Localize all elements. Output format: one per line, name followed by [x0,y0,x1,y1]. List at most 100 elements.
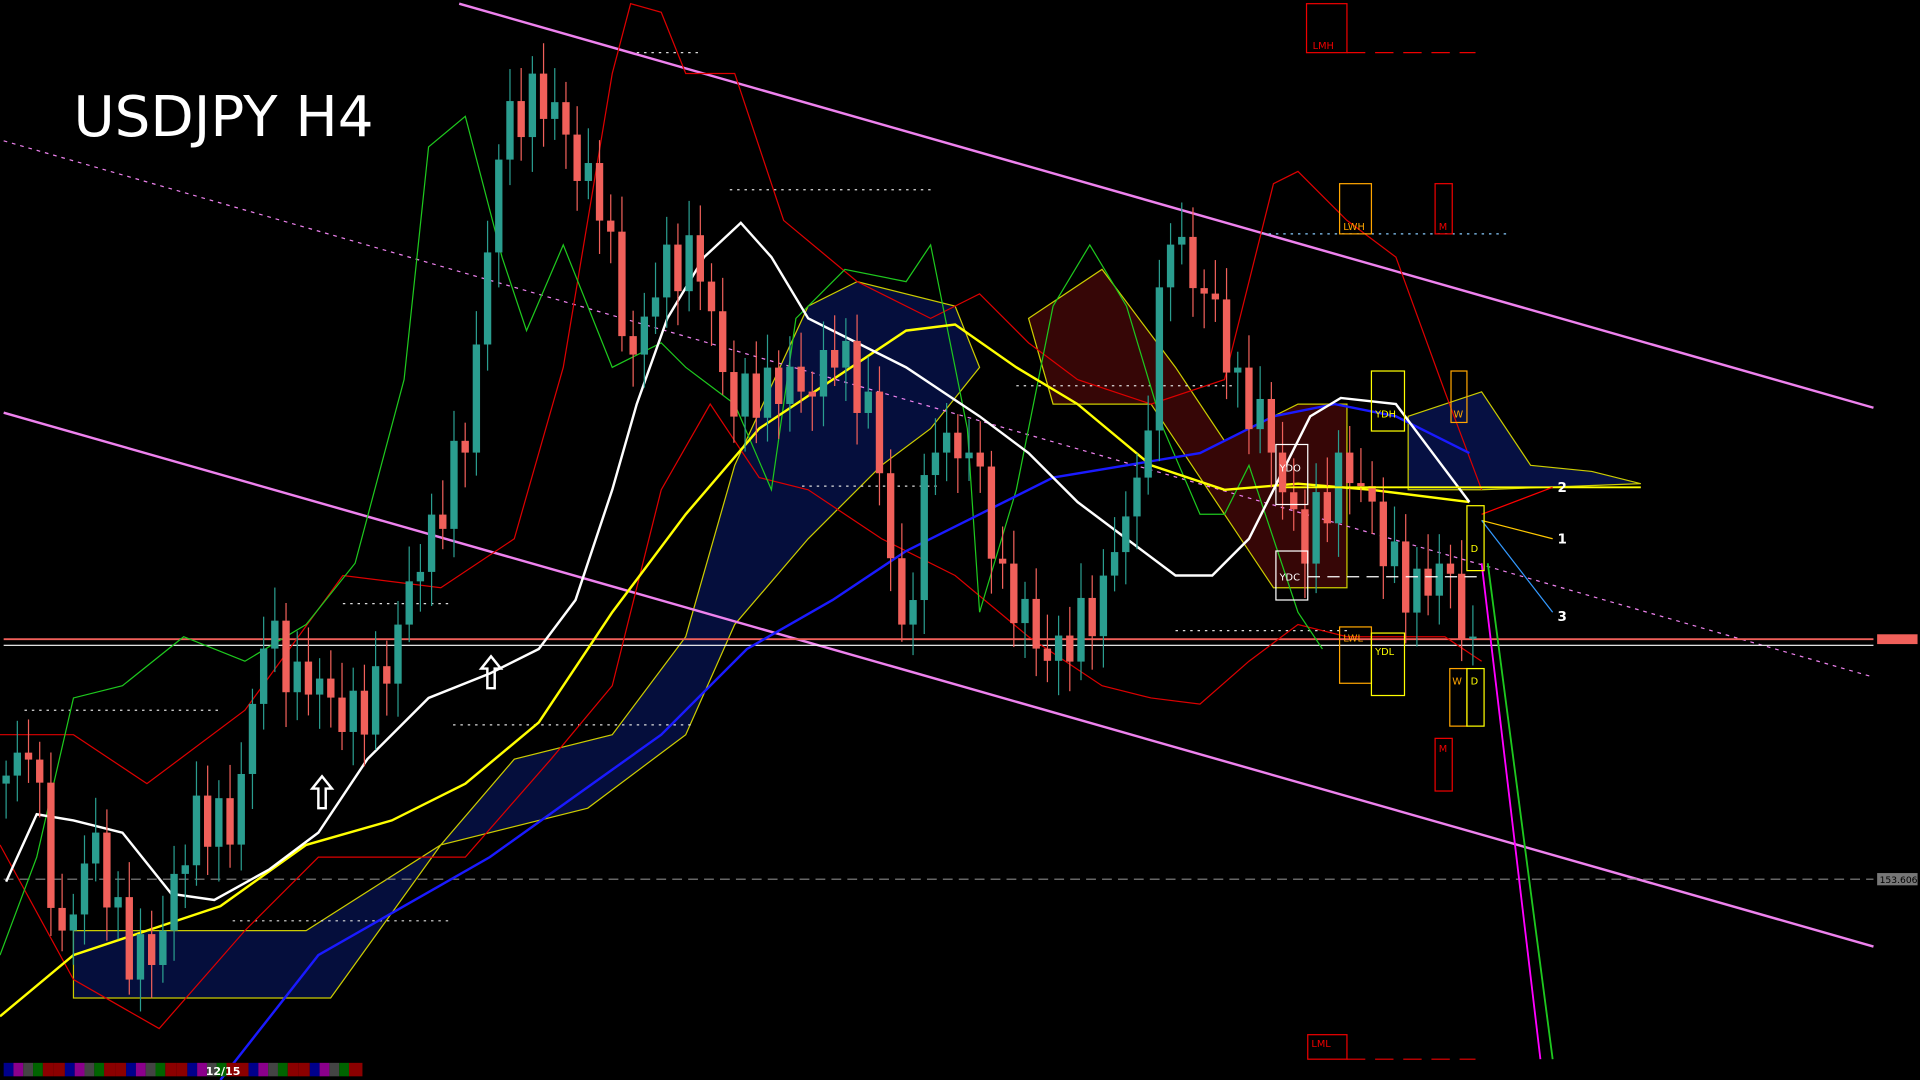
candle-body [282,620,290,693]
candle-body [797,366,805,392]
projection-label-1: 1 [1558,533,1567,548]
candle-body [271,620,279,649]
ma-slow-blue [219,402,1470,1080]
candle-body [595,163,604,221]
candle-body [1323,492,1332,524]
candle-body [1357,483,1365,487]
candle-body [506,101,514,160]
candle-body [1088,597,1096,637]
candle-body [987,466,996,559]
timeline-segment [84,1062,95,1077]
dotted-levels [24,52,1507,922]
candle-body [1155,287,1164,431]
candle-body [1189,236,1197,289]
box-lml: LML [1307,1034,1476,1060]
timeline-segment [309,1062,320,1077]
candle-body [551,102,559,119]
candle-body [1133,477,1141,517]
candle-body [629,336,637,355]
candle-body [450,440,458,529]
candle-body [304,661,313,695]
candle-body [125,897,133,980]
timeline-bar[interactable] [3,1062,363,1077]
candle-body [24,752,33,760]
candle-body [315,678,324,695]
candle-body [69,914,77,931]
candle-body [775,367,783,404]
candle-body [831,349,839,368]
candle-body [651,297,660,317]
candle-body [1469,636,1477,639]
timeline-segment [287,1062,299,1077]
candle-body [47,782,55,908]
svg-text:LWL: LWL [1343,634,1363,645]
candle-body [842,340,850,368]
candle-body [976,452,984,467]
candle-body [741,373,749,417]
box-d-top: D [1466,505,1485,572]
box-w-top: W [1450,370,1468,424]
timeline-segment [64,1062,75,1077]
candle-body [573,134,581,181]
timeline-segment [165,1062,177,1077]
candle-body [1200,288,1208,294]
candle-body [1245,367,1253,430]
candle-body [439,514,447,529]
timeline-segment [94,1062,105,1077]
candle-body [1234,367,1242,373]
candle-body [148,934,156,965]
candle-body [483,252,492,345]
candle-body [114,897,122,908]
box-lmh: LMH [1305,3,1476,54]
candle-body [1010,563,1018,624]
svg-text:M: M [1439,222,1447,233]
timeline-segment [53,1062,65,1077]
candle-body [1278,452,1287,493]
timeline-segment [339,1062,349,1077]
svg-text:YDC: YDC [1279,572,1301,583]
candle-body [685,235,693,292]
timeline-segment [135,1062,146,1077]
candle-body [886,473,895,559]
candle-body [1144,430,1152,478]
channel-upper-line[interactable] [458,2,1874,409]
box-lwl: LWL [1338,626,1373,684]
timeline-segment [155,1062,166,1077]
timeline-segment [13,1062,24,1077]
timeline-segment [226,1062,238,1077]
candle-body [1256,398,1264,430]
channel-mid-line[interactable] [3,140,1874,678]
box-ydo: YDO [1275,443,1309,506]
projection-label-2: 2 [1558,481,1567,496]
candle-body [1166,244,1175,288]
candle-body [327,678,335,698]
band-lower [0,402,1482,1030]
ichimoku-cloud-bear [1027,268,1348,589]
candle-body [36,759,44,783]
candle-body [1021,598,1029,624]
timeline-segment [329,1062,340,1077]
candle-body [517,101,525,138]
candle-body [293,661,301,693]
channel-lower-line[interactable] [3,411,1874,948]
candle-body [663,244,671,298]
projection-line-1 [1481,519,1553,540]
candle-body [719,311,727,373]
candle-body [998,558,1007,564]
svg-text:W: W [1452,676,1462,687]
box-ydh: YDH [1370,370,1406,432]
candle-body [674,244,682,292]
candle-body [1346,452,1354,484]
candle-body [763,367,772,418]
timeline-segment [42,1062,54,1077]
svg-text:YDH: YDH [1374,410,1396,421]
candle-body [383,666,391,684]
candle-body [405,581,413,625]
candle-body [338,697,346,732]
svg-text:W: W [1453,410,1463,421]
timeline-segment [360,1062,363,1077]
candle-body [965,452,973,459]
candle-body [136,934,145,980]
svg-text:LMH: LMH [1313,41,1334,52]
